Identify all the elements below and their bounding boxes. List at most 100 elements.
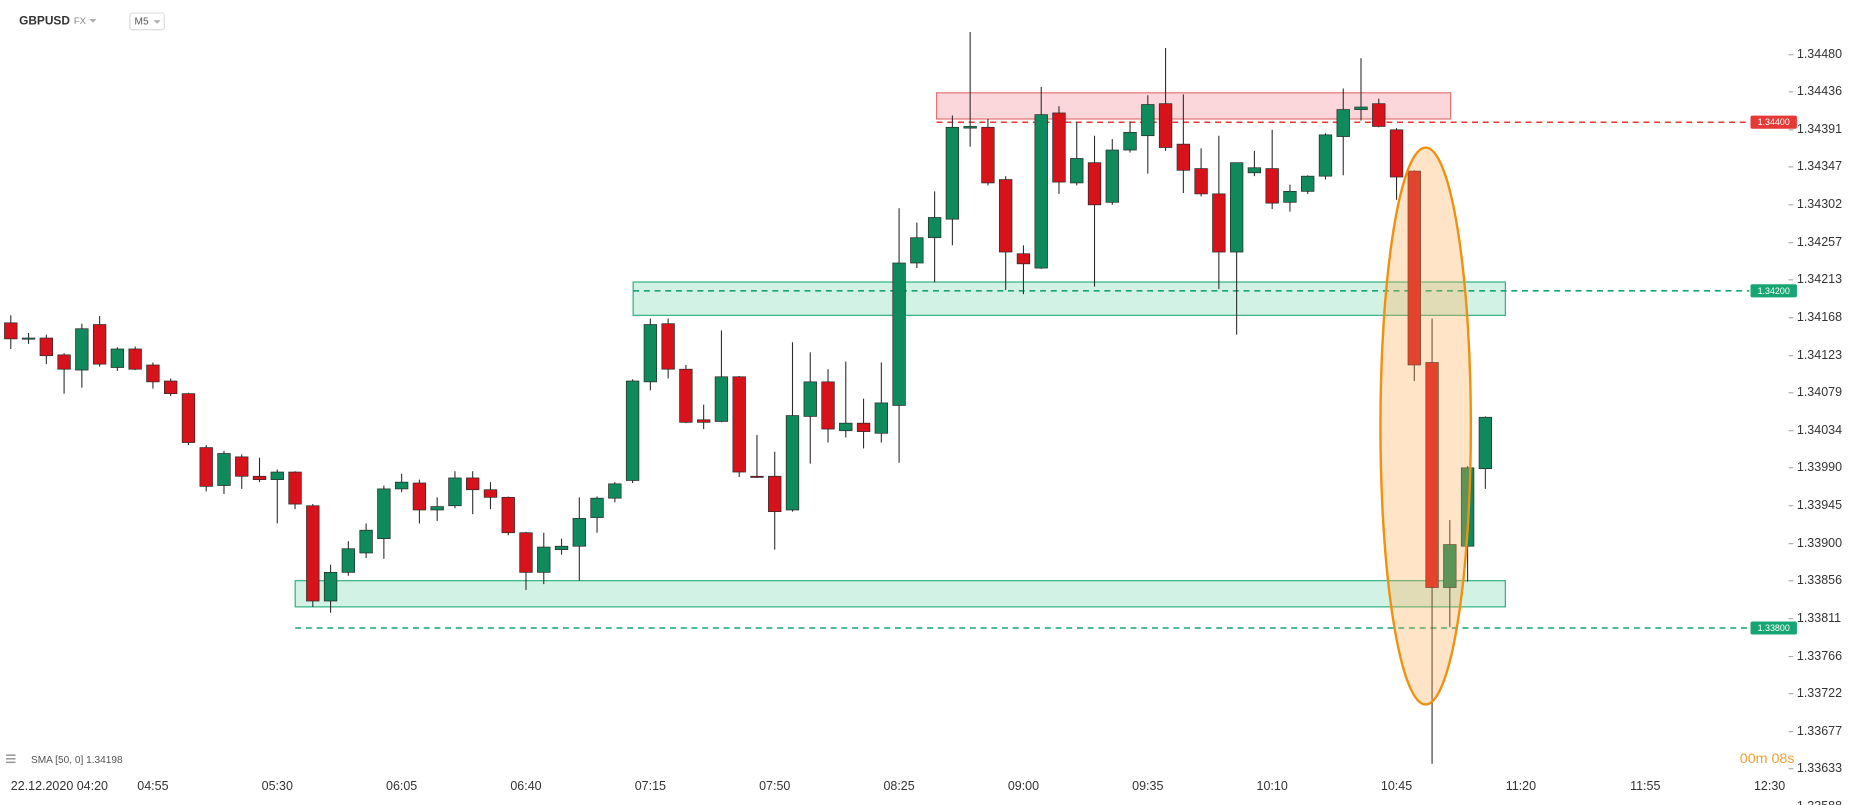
candle-body [1318, 134, 1333, 177]
x-tick-label: 06:40 [510, 779, 541, 793]
indicator-icon [6, 754, 16, 764]
candle-body [306, 505, 320, 602]
candle-body [572, 518, 586, 547]
y-tick-label: 1.33677 [1797, 724, 1842, 738]
candle-body [625, 380, 640, 481]
candle-body [1176, 143, 1191, 171]
x-tick-label: 10:10 [1257, 779, 1288, 793]
y-tick-label: 1.34213 [1797, 272, 1842, 286]
market: FX [74, 16, 87, 27]
x-tick-label: 08:25 [883, 779, 914, 793]
y-tick-label: 1.33856 [1797, 573, 1842, 587]
candle-body [21, 337, 36, 340]
candle-body [217, 453, 231, 486]
candle-body [643, 324, 658, 383]
candle-body [1389, 129, 1404, 178]
candle-body [501, 496, 515, 534]
support-zone [632, 281, 1506, 316]
candle-body [412, 482, 427, 511]
x-tick-label: 12:30 [1754, 779, 1785, 793]
axes: 1.34480 1.34436 1.34391 1.34347 1.34302 1.342… [11, 47, 1842, 805]
candle-body [661, 323, 675, 370]
y-tick-label: 1.33722 [1797, 686, 1842, 700]
candle-body [181, 393, 196, 443]
candle-body [750, 475, 764, 478]
candle-body [732, 376, 746, 473]
levels [295, 121, 1750, 629]
price-level-tag [1750, 621, 1797, 635]
x-tick-label: 10:45 [1381, 779, 1412, 793]
candle-body [1354, 106, 1368, 110]
candle-body [1443, 544, 1457, 588]
y-tick-label: 1.34123 [1797, 348, 1842, 362]
y-tick-label: 1.34168 [1797, 310, 1842, 324]
interval-box[interactable] [129, 12, 165, 31]
dropdown-arrow [153, 20, 161, 24]
y-tick-label: 1.34079 [1797, 385, 1842, 399]
x-tick-label: 09:00 [1008, 779, 1039, 793]
candle-body [394, 481, 409, 490]
candle-body [1070, 158, 1084, 184]
candle-body [537, 546, 551, 573]
candle-body [341, 548, 356, 573]
candle-body [768, 475, 782, 513]
candle-body [430, 506, 444, 511]
y-tick-label: 1.34347 [1797, 159, 1842, 173]
candle-body [1229, 162, 1244, 253]
candle-body [1105, 149, 1119, 203]
x-tick-label: 04:55 [137, 779, 168, 793]
candle-body [235, 456, 249, 477]
y-tick-label: 1.33945 [1797, 498, 1842, 512]
candle-body [892, 262, 906, 406]
candle-body [146, 364, 160, 383]
price-level-tag [1750, 284, 1797, 298]
candle-body [519, 532, 533, 573]
candle-body [608, 483, 622, 499]
price-level-label: 1.34200 [1758, 286, 1790, 296]
y-tick-label: 1.33633 [1797, 761, 1842, 775]
candle-body [910, 237, 924, 264]
dropdown-arrow [89, 19, 97, 23]
candle-body [323, 571, 338, 602]
candle-body [679, 368, 693, 423]
highlight-ellipse [1379, 146, 1473, 706]
candle-body [785, 415, 800, 511]
price-level-label: 1.34400 [1758, 117, 1790, 127]
x-tick-label: 11:55 [1630, 779, 1660, 793]
candle-body [1336, 109, 1350, 137]
candle-body [981, 126, 995, 184]
y-tick-label: 1.34302 [1797, 197, 1842, 211]
x-tick-label: 07:50 [759, 779, 790, 793]
candle-body [1478, 416, 1493, 470]
candle-body [999, 179, 1013, 253]
candle-body [1034, 114, 1048, 269]
x-tick-label: 06:05 [386, 779, 417, 793]
countdown: 00m 08s [1740, 751, 1795, 767]
price-level-label: 1.33800 [1758, 623, 1790, 633]
y-tick-label: 1.34257 [1797, 235, 1842, 249]
candles [4, 32, 1493, 764]
candle-body [963, 126, 977, 129]
candle-body [1247, 167, 1262, 174]
candle-body [1052, 112, 1066, 183]
candle-body [945, 126, 960, 220]
candle-body [483, 489, 498, 498]
x-tick-label: 09:35 [1132, 779, 1163, 793]
support-zone [294, 580, 1506, 608]
candle-body [75, 328, 89, 371]
x-tick-label: 22.12.2020 04:20 [11, 779, 108, 793]
candle-body [803, 381, 817, 417]
candle-body [164, 380, 178, 395]
candle-body [1265, 168, 1279, 204]
candle-body [1123, 131, 1137, 151]
candle-body [448, 477, 462, 507]
candle-body [1087, 162, 1102, 206]
candle-body [466, 477, 480, 491]
interval[interactable]: M5 [135, 17, 149, 28]
zones [294, 92, 1506, 608]
x-tick-label: 05:30 [262, 779, 293, 793]
resistance-zone [935, 92, 1452, 120]
symbol[interactable]: GBPUSD [19, 14, 70, 28]
